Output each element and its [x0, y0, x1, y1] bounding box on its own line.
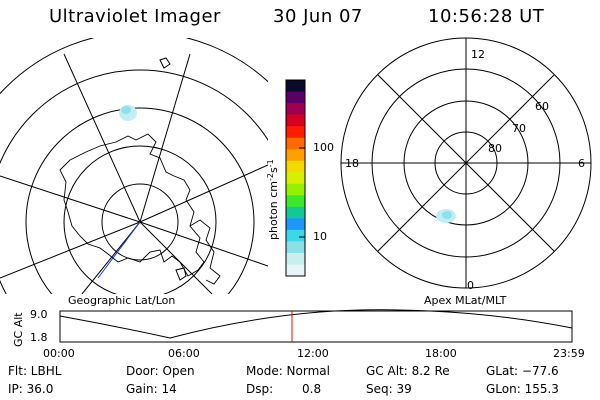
date-label: 30 Jun 07: [273, 6, 363, 27]
altitude-plot-frame: [59, 310, 573, 343]
meridian-2: [139, 53, 191, 223]
ip-status: IP: 36.0: [8, 382, 54, 396]
colorbar-unit-label: photon cm-2s-1: [266, 159, 280, 240]
left-map-caption: Geographic Lat/Lon: [68, 294, 175, 307]
colorbar-cell: [286, 114, 305, 127]
colorbar-cell: [286, 183, 305, 196]
altitude-ytick-bottom: 1.8: [30, 331, 48, 344]
colorbar-cell: [286, 252, 305, 266]
colorbar-cell: [286, 137, 305, 150]
mlt-label-18: 18: [345, 157, 359, 170]
antarctica-coastline: [59, 133, 205, 277]
altitude-ytick-top: 9.0: [30, 308, 48, 321]
meridian-4: [139, 221, 268, 267]
seq-status: Seq: 39: [366, 382, 412, 396]
island-2: [175, 267, 187, 281]
colorbar-cells: [286, 80, 305, 277]
aurora-core-geo: [121, 106, 131, 114]
island-1: [159, 57, 171, 69]
magnetic-dial: [340, 37, 592, 289]
glon-status: GLon: 155.3: [486, 382, 559, 396]
peninsula-coast: [189, 219, 221, 285]
time-tick-1200: 12:00: [297, 347, 329, 360]
mode-status: Mode: Normal: [246, 364, 330, 378]
lat-circle-5: [0, 38, 268, 95]
dsp-value: 0.8: [302, 382, 322, 396]
colorbar-cell: [286, 206, 305, 219]
right-map-caption: Apex MLat/MLT: [424, 294, 507, 307]
colorbar-cell: [286, 241, 305, 254]
colorbar-label-10: 10: [313, 230, 327, 243]
mlt-label-12: 12: [471, 48, 485, 61]
colorbar-cell: [286, 264, 305, 277]
time-label: 10:56:28 UT: [428, 6, 545, 27]
mlat-label-80: 80: [488, 142, 502, 155]
colorbar-cell: [286, 195, 305, 208]
colorbar-cell: [286, 172, 305, 185]
lat-circle-2: [63, 145, 217, 294]
colorbar-label-100: 100: [313, 141, 334, 154]
dsp-status: Dsp:: [246, 382, 274, 396]
colorbar-cell: [286, 218, 305, 231]
time-tick-2359: 23:59: [553, 347, 585, 360]
mlat-label-60: 60: [535, 100, 549, 113]
aurora-core-mag: [442, 211, 452, 219]
time-tick-1800: 18:00: [425, 347, 457, 360]
altitude-ylabel: GC Alt: [12, 312, 25, 347]
mlt-label-6: 6: [578, 157, 585, 170]
colorbar-cell: [286, 126, 305, 139]
colorbar-frame: [285, 79, 306, 277]
lat-circle-4: [0, 69, 268, 294]
gain-status: Gain: 14: [126, 382, 177, 396]
glat-status: GLat: −77.6: [486, 364, 559, 378]
colorbar-cell: [286, 91, 305, 104]
colorbar-cell: [286, 229, 305, 243]
mlat-label-70: 70: [512, 122, 526, 135]
meridian-6: [0, 221, 141, 279]
geographic-map: [0, 38, 268, 294]
altitude-curve: [59, 309, 573, 339]
instrument-title: Ultraviolet Imager: [49, 6, 221, 27]
door-status: Door: Open: [126, 364, 195, 378]
colorbar: 100 10 photon cm-2s-1: [266, 79, 334, 277]
gc-alt-status: GC Alt: 8.2 Re: [366, 364, 450, 378]
lat-circle-1: [101, 183, 179, 261]
time-tick-0000: 00:00: [43, 347, 75, 360]
meridian-5: [139, 164, 268, 223]
colorbar-cell: [286, 80, 305, 93]
mlt-line-diag-2: [377, 74, 555, 252]
meridian-8: [139, 221, 213, 294]
terminator-line: [97, 221, 141, 279]
mlt-label-0: 0: [467, 279, 474, 292]
time-tick-0600: 06:00: [168, 347, 200, 360]
colorbar-cell: [286, 160, 305, 173]
meridian-1: [63, 53, 141, 223]
filter-status: Flt: LBHL: [8, 364, 62, 378]
lat-circle-3: [25, 107, 255, 294]
meridian-3: [0, 175, 141, 223]
meridian-7: [81, 221, 141, 294]
altitude-plot: 9.0 1.8 GC Alt 00:00 06:00 12:00 18:00 2…: [12, 308, 585, 360]
colorbar-cell: [286, 149, 305, 162]
colorbar-cell: [286, 103, 305, 116]
